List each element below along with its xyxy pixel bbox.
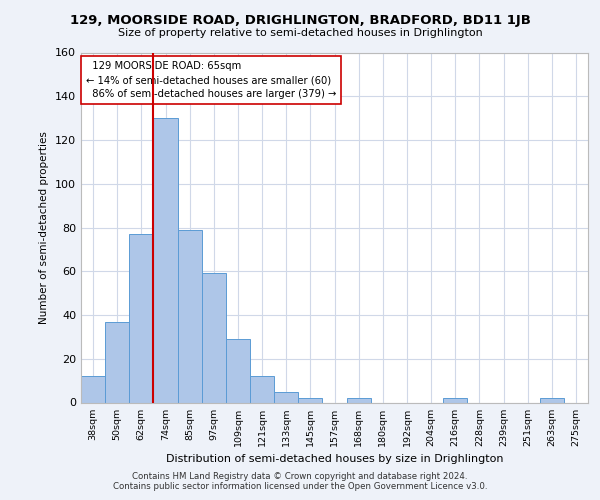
Y-axis label: Number of semi-detached properties: Number of semi-detached properties bbox=[40, 131, 49, 324]
Text: Contains HM Land Registry data © Crown copyright and database right 2024.: Contains HM Land Registry data © Crown c… bbox=[132, 472, 468, 481]
X-axis label: Distribution of semi-detached houses by size in Drighlington: Distribution of semi-detached houses by … bbox=[166, 454, 503, 464]
Bar bbox=[202, 274, 226, 402]
Bar bbox=[443, 398, 467, 402]
Bar bbox=[81, 376, 105, 402]
Text: 129, MOORSIDE ROAD, DRIGHLINGTON, BRADFORD, BD11 1JB: 129, MOORSIDE ROAD, DRIGHLINGTON, BRADFO… bbox=[70, 14, 530, 27]
Bar bbox=[129, 234, 154, 402]
Bar bbox=[154, 118, 178, 403]
Bar bbox=[298, 398, 322, 402]
Bar bbox=[274, 392, 298, 402]
Bar bbox=[105, 322, 129, 402]
Text: Size of property relative to semi-detached houses in Drighlington: Size of property relative to semi-detach… bbox=[118, 28, 482, 38]
Bar bbox=[540, 398, 564, 402]
Bar bbox=[226, 339, 250, 402]
Text: 129 MOORSIDE ROAD: 65sqm
← 14% of semi-detached houses are smaller (60)
  86% of: 129 MOORSIDE ROAD: 65sqm ← 14% of semi-d… bbox=[86, 61, 337, 99]
Bar bbox=[250, 376, 274, 402]
Bar bbox=[347, 398, 371, 402]
Bar bbox=[178, 230, 202, 402]
Text: Contains public sector information licensed under the Open Government Licence v3: Contains public sector information licen… bbox=[113, 482, 487, 491]
